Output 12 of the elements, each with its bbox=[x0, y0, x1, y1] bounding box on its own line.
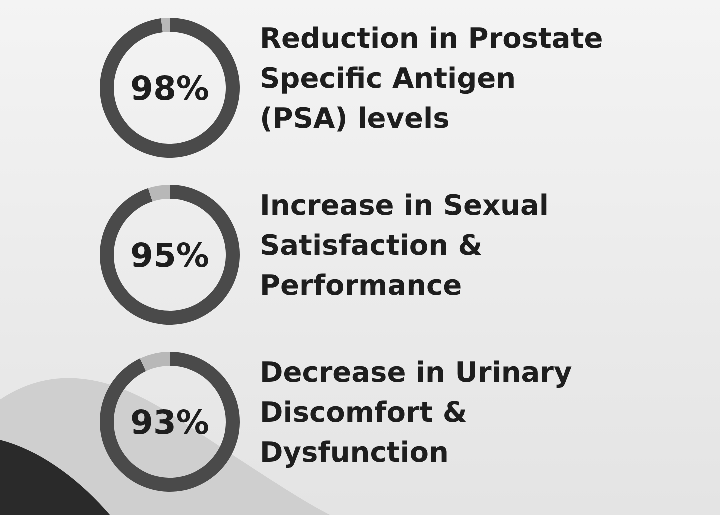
donut-slice bbox=[100, 352, 240, 492]
data-label: 98% bbox=[130, 68, 210, 108]
text: Reduction in Prostate Specific Antigen (PSA) levels bbox=[260, 22, 604, 135]
data-label: 95% bbox=[130, 236, 210, 275]
donut-slice bbox=[100, 185, 240, 325]
data-label: 93% bbox=[130, 402, 210, 442]
text: Increase in Sexual Satisfaction & Performance bbox=[260, 189, 549, 302]
text: Decrease in Urinary Discomfort & Dysfunction bbox=[260, 356, 572, 469]
donut-slice bbox=[140, 352, 170, 372]
donut-slice bbox=[161, 18, 170, 32]
donut-slice bbox=[100, 18, 240, 158]
donut-slice bbox=[148, 185, 170, 202]
